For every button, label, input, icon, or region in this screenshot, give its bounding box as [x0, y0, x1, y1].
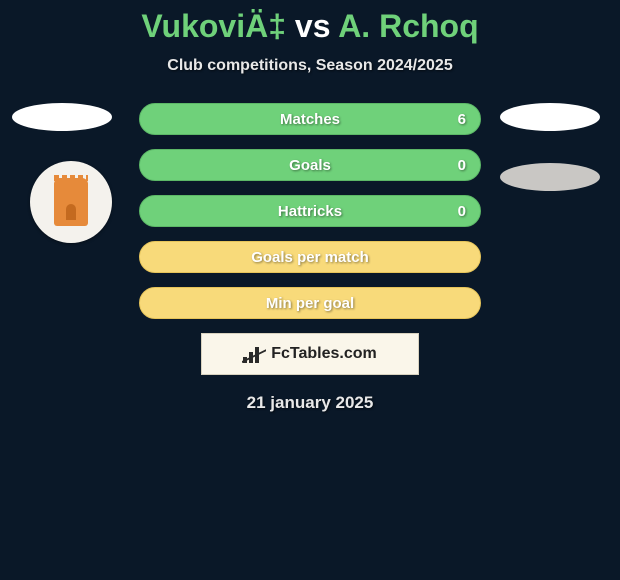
stat-label: Goals [140, 157, 480, 174]
player1-name: VukoviÄ‡ [141, 8, 286, 44]
subtitle: Club competitions, Season 2024/2025 [0, 57, 620, 75]
source-banner: FcTables.com [201, 333, 419, 375]
stat-pill: Goals 0 [139, 149, 481, 181]
chart-bars-icon [243, 345, 265, 363]
stat-label: Matches [140, 111, 480, 128]
infographic-root: VukoviÄ‡ vs A. Rchoq Club competitions, … [0, 0, 620, 413]
stat-label: Hattricks [140, 203, 480, 220]
stat-row-goals: Goals 0 [0, 149, 620, 181]
stat-row-hattricks: Hattricks 0 [0, 195, 620, 227]
stat-row-min-per-goal: Min per goal [0, 287, 620, 319]
date-text: 21 january 2025 [0, 393, 620, 413]
stat-value: 0 [458, 203, 466, 220]
page-title: VukoviÄ‡ vs A. Rchoq [0, 8, 620, 45]
stat-row-matches: Matches 6 [0, 103, 620, 135]
stat-label: Min per goal [140, 295, 480, 312]
stats-area: Matches 6 Goals 0 Hattricks 0 Goals per … [0, 103, 620, 319]
stat-pill: Hattricks 0 [139, 195, 481, 227]
brand-text: FcTables.com [271, 345, 377, 363]
stat-row-goals-per-match: Goals per match [0, 241, 620, 273]
stat-label: Goals per match [140, 249, 480, 266]
stat-value: 0 [458, 157, 466, 174]
stat-pill: Matches 6 [139, 103, 481, 135]
stat-pill: Goals per match [139, 241, 481, 273]
stat-pill: Min per goal [139, 287, 481, 319]
stat-value: 6 [458, 111, 466, 128]
player2-name: A. Rchoq [338, 8, 478, 44]
vs-separator: vs [295, 8, 331, 44]
